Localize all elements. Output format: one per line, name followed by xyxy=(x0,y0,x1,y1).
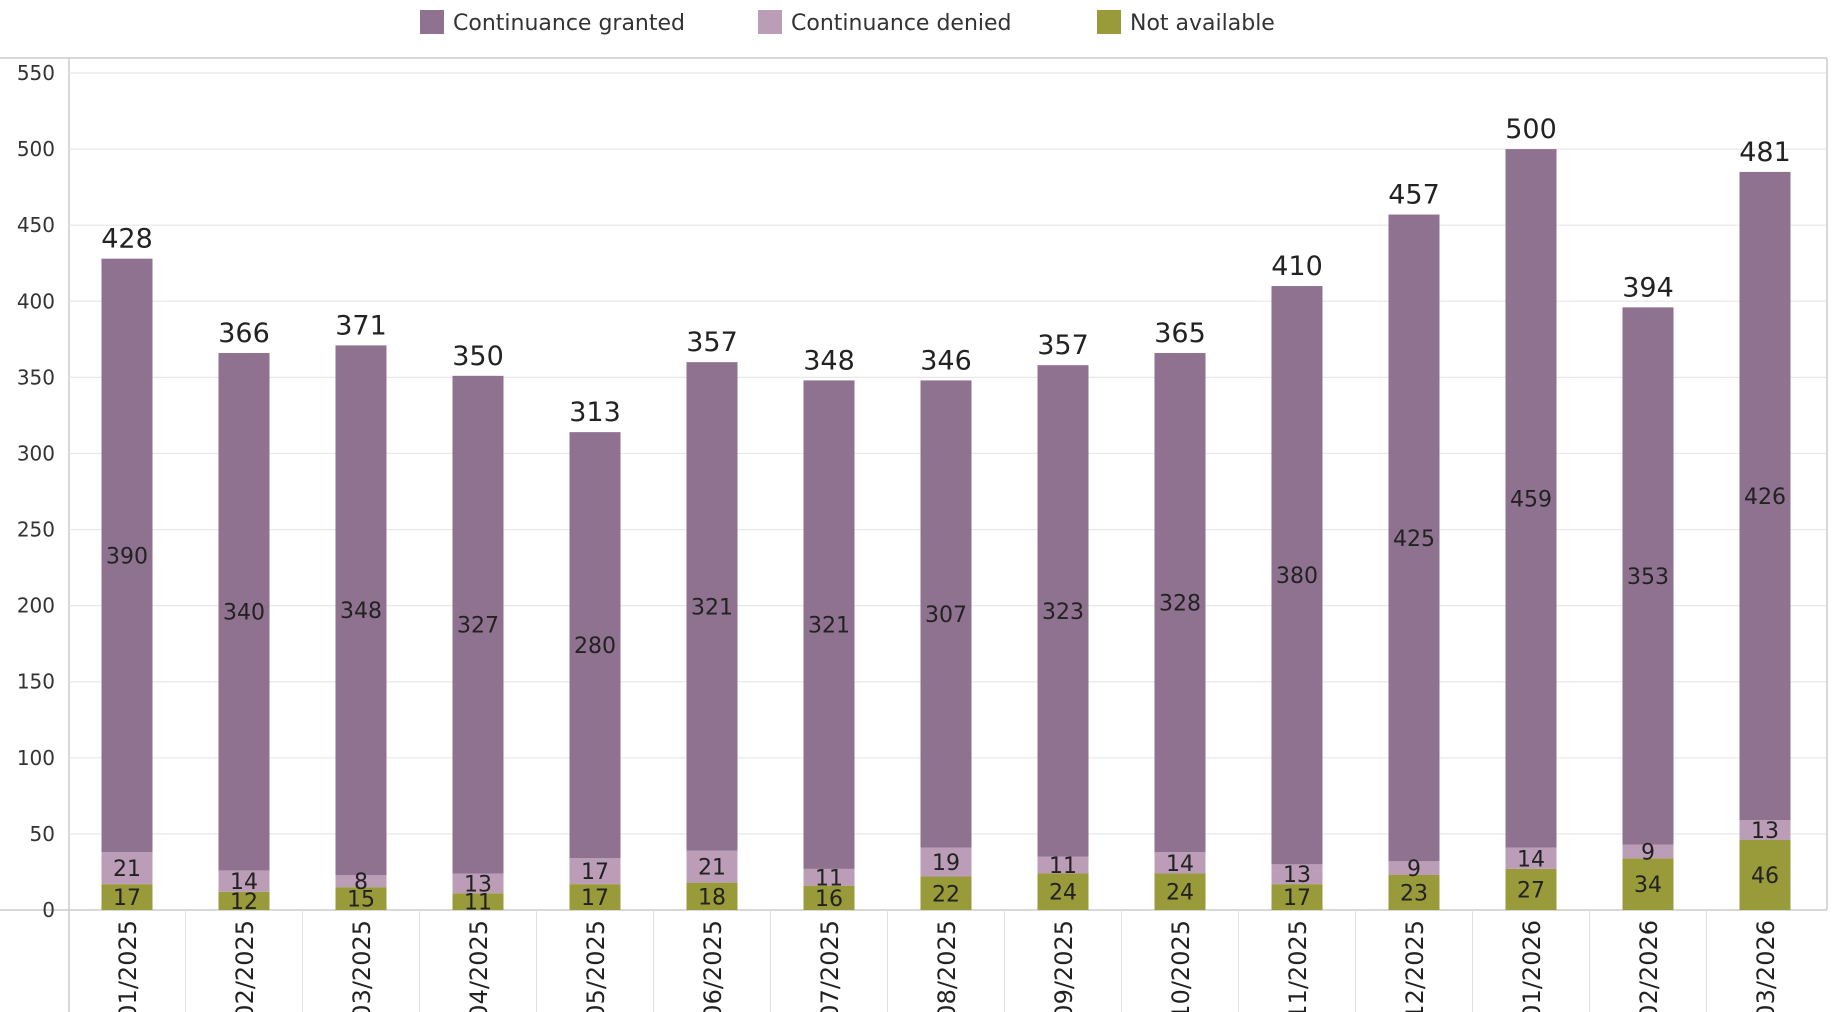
x-tick-label-11: 12/2025 xyxy=(1401,920,1429,1012)
x-tick-label-6: 07/2025 xyxy=(816,920,844,1012)
total-label-5: 357 xyxy=(686,327,738,358)
segment-label-denied-3: 13 xyxy=(464,872,492,897)
total-label-11: 457 xyxy=(1388,180,1440,211)
legend-label-0: Continuance granted xyxy=(453,11,685,36)
segment-label-denied-0: 21 xyxy=(113,857,141,882)
segment-label-denied-10: 13 xyxy=(1283,863,1311,888)
segment-label-denied-8: 11 xyxy=(1049,854,1077,879)
segment-label-denied-13: 9 xyxy=(1641,840,1655,865)
segment-label-granted-8: 323 xyxy=(1042,600,1084,625)
segment-label-denied-6: 11 xyxy=(815,866,843,891)
segment-label-denied-12: 14 xyxy=(1517,847,1545,872)
y-tick-label-50: 50 xyxy=(30,822,55,846)
y-tick-label-500: 500 xyxy=(17,137,55,161)
segment-label-not-available-9: 24 xyxy=(1166,881,1194,906)
x-tick-label-13: 02/2026 xyxy=(1635,920,1663,1012)
segment-label-denied-2: 8 xyxy=(354,870,368,895)
x-tick-label-3: 04/2025 xyxy=(465,920,493,1012)
total-label-2: 371 xyxy=(335,310,387,341)
x-tick-label-2: 03/2025 xyxy=(348,920,376,1012)
segment-label-granted-0: 390 xyxy=(106,544,148,569)
total-label-9: 365 xyxy=(1154,318,1206,349)
bars xyxy=(102,149,1791,910)
x-tick-label-1: 02/2025 xyxy=(231,920,259,1012)
segment-label-not-available-11: 23 xyxy=(1400,881,1428,906)
legend-swatch-1 xyxy=(758,10,782,34)
segment-label-granted-4: 280 xyxy=(574,634,616,659)
legend-label-2: Not available xyxy=(1130,11,1275,36)
segment-label-not-available-8: 24 xyxy=(1049,881,1077,906)
segment-label-not-available-13: 34 xyxy=(1634,873,1662,898)
legend: Continuance granted Continuance denied Not… xyxy=(420,10,1275,36)
legend-label-1: Continuance denied xyxy=(791,11,1012,36)
total-label-13: 394 xyxy=(1622,272,1674,303)
total-label-14: 481 xyxy=(1739,137,1791,168)
y-axis: 0 50 100 150 200 250 300 350 400 450 500 550 xyxy=(17,61,55,922)
segment-label-denied-14: 13 xyxy=(1751,819,1779,844)
x-tick-label-0: 01/2025 xyxy=(114,920,142,1012)
segment-label-granted-9: 328 xyxy=(1159,592,1201,617)
x-tick-label-9: 10/2025 xyxy=(1167,920,1195,1012)
x-tick-label-10: 11/2025 xyxy=(1284,920,1312,1012)
segment-label-not-available-7: 22 xyxy=(932,882,960,907)
y-tick-label-0: 0 xyxy=(42,898,55,922)
segment-label-granted-14: 426 xyxy=(1744,485,1786,510)
y-tick-label-150: 150 xyxy=(17,670,55,694)
segment-label-granted-12: 459 xyxy=(1510,487,1552,512)
y-tick-label-450: 450 xyxy=(17,213,55,237)
segment-label-denied-1: 14 xyxy=(230,870,258,895)
total-label-1: 366 xyxy=(218,318,270,349)
segment-label-not-available-0: 17 xyxy=(113,886,141,911)
segment-label-not-available-12: 27 xyxy=(1517,878,1545,903)
segment-label-granted-7: 307 xyxy=(925,603,967,628)
legend-swatch-2 xyxy=(1097,10,1121,34)
segment-label-not-available-14: 46 xyxy=(1751,864,1779,889)
segment-label-granted-2: 348 xyxy=(340,599,382,624)
y-tick-label-550: 550 xyxy=(17,61,55,85)
y-tick-label-250: 250 xyxy=(17,518,55,542)
y-tick-label-350: 350 xyxy=(17,365,55,389)
x-tick-label-4: 05/2025 xyxy=(582,920,610,1012)
segment-label-granted-11: 425 xyxy=(1393,527,1435,552)
total-label-7: 346 xyxy=(920,345,972,376)
y-tick-label-100: 100 xyxy=(17,746,55,770)
segment-label-denied-5: 21 xyxy=(698,856,726,881)
y-tick-label-300: 300 xyxy=(17,441,55,465)
segment-label-granted-6: 321 xyxy=(808,614,850,639)
total-label-8: 357 xyxy=(1037,330,1089,361)
total-label-4: 313 xyxy=(569,397,621,428)
segment-label-not-available-4: 17 xyxy=(581,886,609,911)
x-tick-label-7: 08/2025 xyxy=(933,920,961,1012)
x-tick-label-8: 09/2025 xyxy=(1050,920,1078,1012)
segment-label-granted-10: 380 xyxy=(1276,564,1318,589)
segment-label-granted-5: 321 xyxy=(691,595,733,620)
total-label-6: 348 xyxy=(803,345,855,376)
segment-label-not-available-5: 18 xyxy=(698,885,726,910)
segment-label-granted-3: 327 xyxy=(457,614,499,639)
segment-label-denied-4: 17 xyxy=(581,860,609,885)
x-axis: 01/2025 02/2025 03/2025 04/2025 05/2025 06/20… xyxy=(114,910,1780,1012)
segment-label-denied-9: 14 xyxy=(1166,852,1194,877)
x-tick-label-12: 01/2026 xyxy=(1518,920,1546,1012)
total-label-3: 350 xyxy=(452,341,504,372)
legend-swatch-0 xyxy=(420,10,444,34)
segment-label-denied-11: 9 xyxy=(1407,857,1421,882)
x-tick-label-14: 03/2026 xyxy=(1752,920,1780,1012)
y-tick-label-400: 400 xyxy=(17,289,55,313)
total-label-12: 500 xyxy=(1505,114,1557,145)
segment-label-granted-1: 340 xyxy=(223,601,265,626)
total-label-10: 410 xyxy=(1271,251,1323,282)
x-tick-label-5: 06/2025 xyxy=(699,920,727,1012)
segment-label-granted-13: 353 xyxy=(1627,565,1669,590)
total-label-0: 428 xyxy=(101,224,153,255)
y-tick-label-200: 200 xyxy=(17,594,55,618)
segment-label-not-available-10: 17 xyxy=(1283,886,1311,911)
segment-label-denied-7: 19 xyxy=(932,851,960,876)
